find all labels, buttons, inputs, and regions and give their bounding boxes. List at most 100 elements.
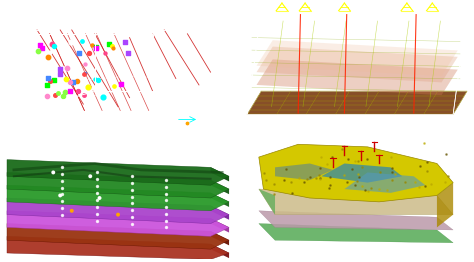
Point: [343, 180, 350, 184]
Point: [328, 155, 335, 159]
Point: [415, 184, 422, 189]
Point: [420, 140, 428, 145]
Polygon shape: [7, 172, 229, 198]
Point: [376, 170, 384, 174]
Point: [356, 175, 363, 179]
Point: [92, 46, 100, 50]
Point: [46, 79, 54, 83]
Polygon shape: [256, 59, 458, 95]
Point: [86, 174, 94, 178]
Point: [340, 173, 347, 177]
Point: [363, 157, 371, 161]
Point: [60, 94, 67, 98]
Point: [59, 206, 66, 210]
Point: [383, 188, 391, 192]
Point: [108, 44, 116, 48]
Point: [295, 176, 302, 180]
Point: [354, 172, 362, 176]
Point: [56, 67, 64, 71]
Polygon shape: [210, 244, 229, 258]
Point: [80, 93, 87, 97]
Point: [34, 49, 41, 53]
Point: [56, 193, 64, 198]
Point: [128, 194, 136, 199]
Point: [59, 192, 66, 196]
Point: [128, 201, 136, 205]
Polygon shape: [7, 211, 229, 236]
Polygon shape: [210, 180, 229, 194]
Point: [315, 173, 322, 177]
Point: [45, 54, 52, 59]
Point: [68, 209, 75, 213]
Point: [352, 159, 359, 163]
Point: [55, 91, 62, 95]
Polygon shape: [247, 12, 261, 114]
Point: [109, 46, 117, 50]
Polygon shape: [7, 160, 229, 185]
Point: [271, 182, 278, 186]
Point: [92, 45, 100, 49]
Point: [323, 162, 331, 166]
Point: [300, 180, 308, 184]
Point: [93, 177, 101, 182]
Polygon shape: [259, 189, 275, 215]
Polygon shape: [259, 223, 453, 243]
Point: [39, 46, 46, 50]
Point: [51, 44, 58, 48]
Point: [282, 167, 290, 171]
Polygon shape: [7, 185, 229, 211]
Point: [84, 85, 91, 89]
Point: [303, 177, 310, 181]
Point: [163, 205, 170, 209]
Point: [423, 169, 431, 173]
Point: [163, 212, 170, 216]
Point: [96, 196, 103, 200]
Point: [442, 179, 449, 184]
Point: [62, 77, 70, 81]
Point: [74, 89, 82, 93]
Point: [79, 39, 86, 43]
Point: [128, 221, 136, 226]
Point: [312, 176, 319, 180]
Point: [81, 62, 89, 66]
Polygon shape: [210, 219, 229, 233]
Polygon shape: [7, 223, 229, 249]
Point: [163, 219, 170, 223]
Polygon shape: [275, 163, 333, 180]
Polygon shape: [259, 189, 453, 215]
Point: [93, 212, 101, 216]
Point: [128, 208, 136, 212]
Point: [101, 51, 109, 56]
Point: [93, 184, 101, 188]
Point: [63, 66, 70, 70]
Point: [114, 212, 122, 217]
Point: [344, 156, 352, 161]
Polygon shape: [259, 211, 453, 230]
Point: [325, 186, 333, 190]
Point: [270, 192, 278, 196]
Point: [358, 184, 365, 188]
Point: [427, 182, 435, 186]
Polygon shape: [259, 144, 453, 202]
Point: [421, 184, 429, 189]
Point: [81, 72, 88, 76]
Point: [128, 174, 136, 178]
Point: [89, 43, 96, 47]
Point: [69, 80, 77, 84]
Point: [423, 160, 431, 164]
Point: [56, 72, 64, 76]
Point: [316, 177, 324, 181]
Point: [93, 198, 101, 202]
Point: [389, 178, 396, 182]
Point: [59, 199, 66, 203]
Polygon shape: [210, 231, 229, 245]
Point: [163, 192, 170, 196]
Point: [128, 181, 136, 185]
Point: [99, 94, 106, 99]
Point: [43, 94, 51, 98]
Point: [326, 175, 333, 179]
Point: [59, 179, 66, 183]
Point: [316, 176, 324, 181]
Point: [375, 187, 383, 191]
Point: [59, 165, 66, 170]
